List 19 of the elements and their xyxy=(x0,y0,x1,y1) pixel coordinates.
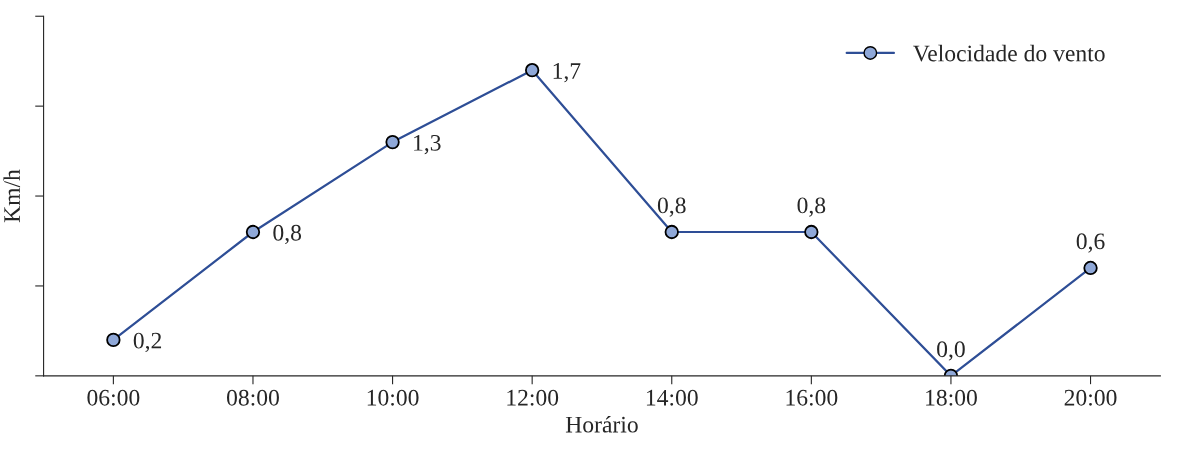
y-axis-title: Km/h xyxy=(3,169,21,223)
data-label: 0,0 xyxy=(937,341,965,361)
x-tick-label: 06:00 xyxy=(87,389,140,406)
x-tick-label: 14:00 xyxy=(646,389,698,406)
data-label: 0,8 xyxy=(273,224,302,245)
x-tick-label: 12:00 xyxy=(507,389,559,406)
x-axis-title: Horário xyxy=(565,415,638,433)
x-tick-label: 18:00 xyxy=(926,389,977,406)
data-label: 0,8 xyxy=(797,197,826,217)
data-label: 1,7 xyxy=(553,63,581,83)
x-tick-label: 16:00 xyxy=(786,389,838,406)
data-label: 1,3 xyxy=(414,134,441,155)
data-label: 0,6 xyxy=(1076,233,1105,253)
data-label: 0,8 xyxy=(657,197,686,217)
data-label: 0,2 xyxy=(133,332,162,352)
x-tick-label: 20:00 xyxy=(1064,389,1117,406)
x-tick-label: 10:00 xyxy=(367,389,419,406)
x-tick-label: 08:00 xyxy=(226,389,279,406)
legend-label: Velocidade do vento xyxy=(913,44,1105,62)
